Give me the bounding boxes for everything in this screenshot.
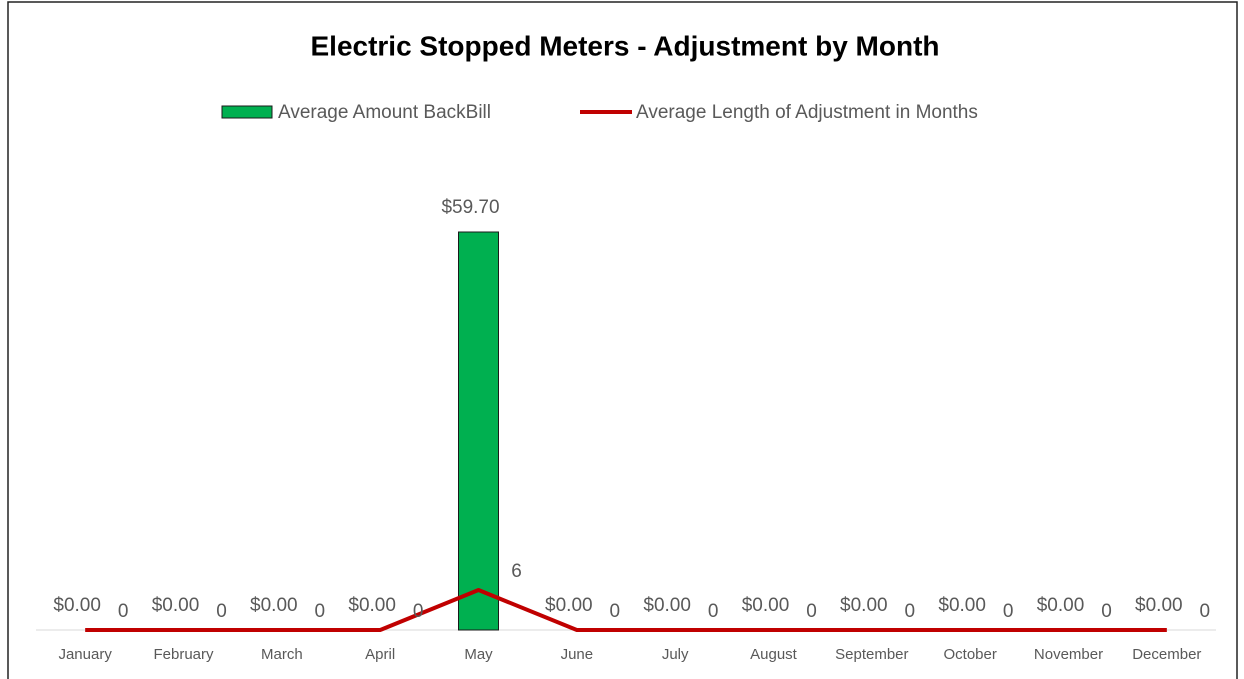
line-value-label: 0 [118,601,129,622]
bar [458,231,499,631]
legend-label: Average Length of Adjustment in Months [636,102,978,123]
line-value-label: 0 [1003,601,1014,622]
x-tick-label: April [365,646,395,663]
x-tick-label: July [662,646,689,663]
bar-value-label: $0.00 [152,595,200,616]
x-tick-label: January [58,646,112,663]
line-value-label: 0 [413,601,424,622]
line-value-label: 6 [511,561,522,582]
x-tick-label: October [943,646,996,663]
x-tick-label: June [561,646,594,663]
bar-value-label: $0.00 [840,595,888,616]
x-tick-label: August [750,646,798,663]
chart-frame [7,1,1238,679]
x-tick-label: September [835,646,908,663]
line-value-label: 0 [806,601,817,622]
line-value-label: 0 [610,601,621,622]
bar-value-label: $0.00 [742,595,790,616]
legend-swatch [221,105,273,119]
bar-value-label: $0.00 [348,595,396,616]
line-value-label: 0 [216,601,227,622]
bar-value-label: $0.00 [938,595,986,616]
bar-value-label: $0.00 [1135,595,1183,616]
bar-value-label: $59.70 [441,197,499,218]
x-tick-label: May [464,646,493,663]
line-value-label: 0 [905,601,916,622]
chart-title: Electric Stopped Meters - Adjustment by … [310,30,939,61]
bar-value-label: $0.00 [53,595,101,616]
bar-value-label: $0.00 [643,595,691,616]
line [85,588,1167,632]
bar-value-label: $0.00 [1037,595,1085,616]
legend-label: Average Amount BackBill [278,102,491,123]
x-tick-label: December [1132,646,1201,663]
x-tick-label: February [153,646,214,663]
line-value-label: 0 [1101,601,1112,622]
x-tick-label: November [1034,646,1103,663]
line-value-label: 0 [708,601,719,622]
bar-value-label: $0.00 [250,595,298,616]
x-tick-label: March [261,646,303,663]
bar-value-label: $0.00 [545,595,593,616]
line-value-label: 0 [1200,601,1211,622]
line-value-label: 0 [315,601,326,622]
